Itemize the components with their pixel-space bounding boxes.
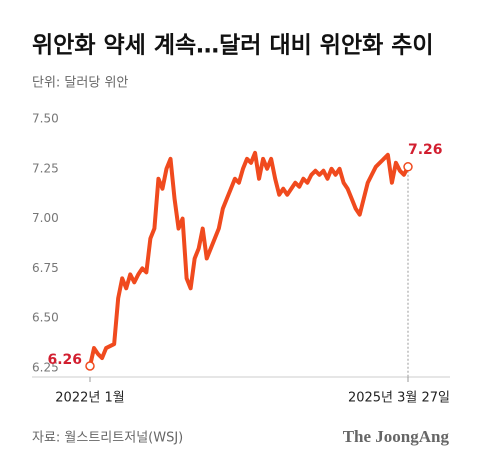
y-tick-label: 6.75 bbox=[32, 261, 59, 275]
chart-subtitle: 단위: 달러당 위안 bbox=[32, 76, 128, 91]
x-tick-label: 2025년 3월 27일 bbox=[348, 391, 450, 406]
x-tick-label: 2022년 1월 bbox=[55, 391, 124, 406]
y-tick-label: 6.25 bbox=[32, 361, 59, 375]
end-point bbox=[403, 162, 413, 172]
y-tick-label: 7.25 bbox=[32, 161, 59, 175]
y-tick-label: 7.00 bbox=[32, 211, 59, 225]
series-line bbox=[88, 150, 410, 369]
source: 자료: 월스트리트저널(WSJ) bbox=[32, 431, 183, 446]
y-tick-label: 6.50 bbox=[32, 311, 59, 325]
data-label: 7.26 bbox=[408, 142, 443, 158]
logo: The JoongAng bbox=[343, 427, 450, 446]
chart-title: 위안화 약세 계속…달러 대비 위안화 추이 bbox=[32, 33, 434, 59]
data-label: 6.26 bbox=[47, 352, 82, 368]
end-point bbox=[85, 361, 95, 371]
y-tick-label: 7.50 bbox=[32, 112, 59, 126]
